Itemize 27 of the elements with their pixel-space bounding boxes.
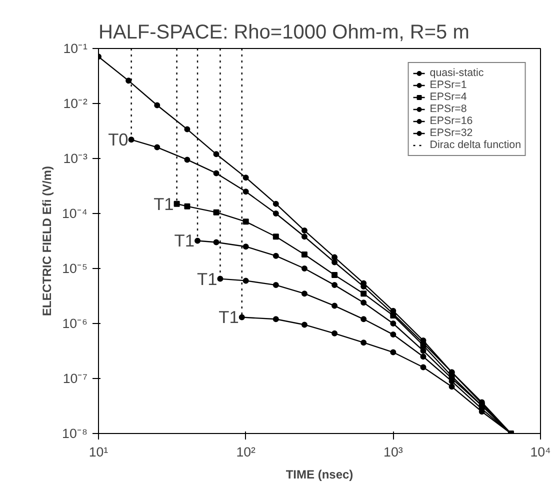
x-axis-title: TIME (nsec)	[286, 468, 354, 482]
legend-label: Dirac delta function	[430, 139, 521, 151]
y-tick-label: 10⁻⁵	[62, 261, 88, 276]
y-tick-label: 10⁻³	[63, 151, 88, 166]
legend-label: EPSr=4	[430, 91, 467, 103]
x-tick-label: 10³	[384, 444, 404, 460]
y-tick-label: 10⁻⁶	[62, 316, 88, 331]
legend-label: quasi-static	[430, 67, 484, 79]
annotation: T1	[154, 194, 174, 214]
legend-label: EPSr=8	[430, 103, 467, 115]
y-tick-label: 10⁻⁴	[62, 206, 88, 221]
y-axis-title: ELECTRIC FIELD Efi (V/m)	[40, 166, 54, 316]
annotation: T1	[196, 268, 218, 289]
y-tick-label: 10⁻²	[63, 96, 88, 111]
annotation: T1	[218, 307, 239, 328]
y-tick-label: 10⁻¹	[63, 41, 88, 56]
x-tick-label: 10¹	[88, 444, 109, 460]
y-tick-label: 10⁻⁷	[62, 371, 88, 386]
legend-label: EPSr=16	[430, 115, 473, 127]
x-tick-label: 10²	[236, 444, 256, 460]
annotation: T0	[108, 130, 128, 150]
legend-label: EPSr=1	[430, 79, 467, 91]
y-tick-label: 10⁻⁸	[62, 426, 88, 441]
chart-title: HALF-SPACE: Rho=1000 Ohm-m, R=5 m	[98, 22, 470, 44]
x-tick-label: 10⁴	[530, 444, 552, 460]
annotation: T1	[174, 230, 195, 251]
legend-label: EPSr=32	[430, 127, 473, 139]
